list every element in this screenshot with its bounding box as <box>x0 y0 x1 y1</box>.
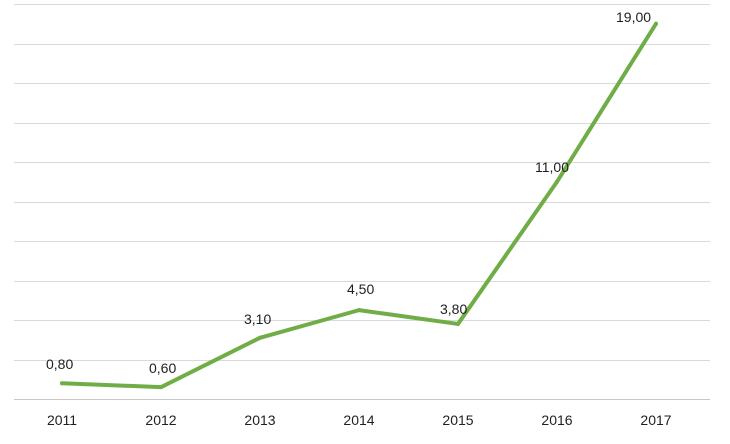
x-tick-label: 2011 <box>47 412 77 428</box>
x-tick-label: 2014 <box>343 412 374 428</box>
data-label: 19,00 <box>616 9 651 25</box>
data-label: 0,60 <box>149 360 176 376</box>
x-tick-label: 2012 <box>145 412 176 428</box>
x-axis: 2011 2012 2013 2014 2015 2016 2017 <box>47 412 672 428</box>
x-tick-label: 2013 <box>244 412 275 428</box>
data-labels: 0,80 0,60 3,10 4,50 3,80 11,00 19,00 <box>46 9 651 376</box>
data-point <box>555 179 559 184</box>
x-tick-label: 2017 <box>640 412 671 428</box>
series-line-group <box>60 21 658 390</box>
data-point <box>258 335 262 340</box>
data-point <box>654 21 658 26</box>
data-label: 4,50 <box>347 281 374 297</box>
data-point <box>60 381 64 386</box>
data-label: 0,80 <box>46 356 73 372</box>
data-label: 11,00 <box>535 159 569 175</box>
data-point <box>357 308 361 313</box>
series-line <box>60 21 658 390</box>
x-tick-label: 2015 <box>442 412 473 428</box>
gridlines <box>14 4 710 400</box>
data-point <box>456 321 460 326</box>
data-label: 3,80 <box>440 301 467 317</box>
data-point <box>159 385 163 390</box>
data-label: 3,10 <box>244 311 271 327</box>
x-tick-label: 2016 <box>541 412 572 428</box>
